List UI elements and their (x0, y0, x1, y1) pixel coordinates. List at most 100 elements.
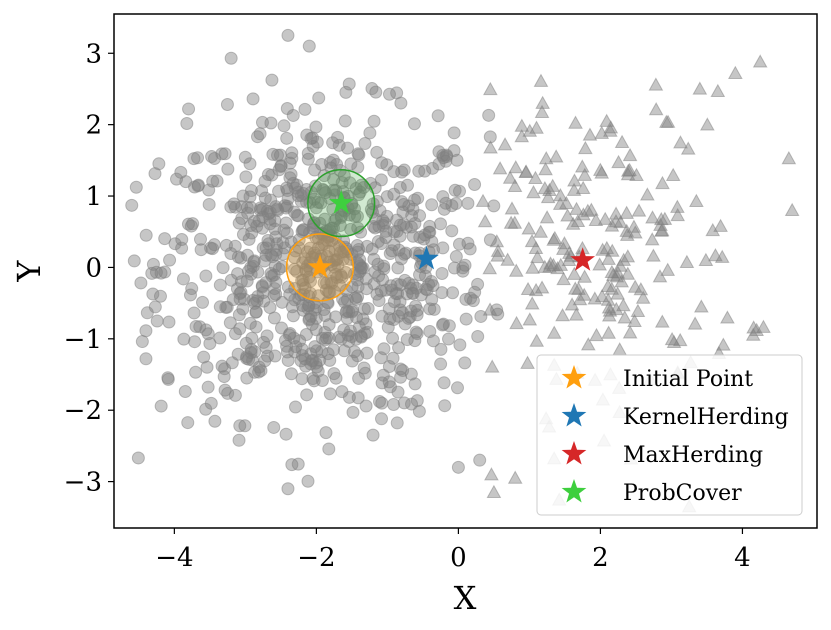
data-point (199, 323, 213, 337)
data-point (208, 152, 222, 166)
data-point (393, 218, 407, 232)
data-point (408, 377, 422, 391)
y-tick-label: −1 (64, 325, 102, 355)
data-point (622, 147, 638, 162)
data-point (296, 277, 310, 291)
data-point (350, 209, 364, 223)
data-point (233, 322, 247, 336)
data-point (140, 306, 154, 320)
data-point (201, 380, 215, 394)
data-point (784, 202, 800, 217)
data-point (473, 453, 487, 467)
data-point (437, 202, 451, 216)
data-point (279, 427, 293, 441)
data-point (437, 376, 451, 390)
data-point (616, 252, 632, 266)
data-point (529, 333, 545, 347)
legend-probcover-label: ProbCover (623, 481, 742, 506)
data-point (252, 360, 266, 374)
data-point (301, 474, 315, 488)
data-point (447, 126, 461, 140)
x-tick-label: −2 (297, 543, 335, 573)
data-point (622, 325, 638, 339)
data-point (215, 147, 229, 161)
data-point (175, 232, 189, 246)
data-point (521, 221, 537, 235)
data-point (409, 325, 423, 339)
data-point (129, 180, 143, 194)
legend-kernelherding-label: KernelHerding (623, 405, 789, 430)
data-point (442, 332, 456, 346)
data-point (278, 199, 292, 213)
data-point (543, 256, 558, 270)
data-point (352, 243, 366, 257)
data-point (363, 126, 377, 140)
data-point (435, 267, 449, 281)
data-point (358, 366, 372, 380)
kernelherding-star-marker (414, 245, 439, 270)
data-point (152, 157, 166, 171)
data-point (630, 303, 646, 317)
data-point (435, 286, 449, 300)
data-point (745, 327, 761, 341)
x-tick-label: −4 (155, 543, 193, 573)
data-point (298, 102, 312, 116)
data-point (575, 180, 591, 194)
data-point (287, 205, 301, 219)
data-point (257, 254, 271, 268)
data-point (565, 216, 581, 230)
data-point (300, 388, 314, 402)
data-point (458, 356, 472, 370)
data-point (404, 220, 418, 234)
data-point (339, 85, 353, 99)
data-point (262, 237, 276, 251)
data-point (645, 210, 660, 224)
data-point (567, 173, 582, 187)
data-point (520, 355, 535, 369)
data-point (395, 165, 409, 179)
data-point (199, 402, 213, 416)
data-point (449, 250, 463, 264)
legend-maxherding-star-icon (561, 441, 587, 465)
data-point (177, 332, 191, 346)
data-point (231, 267, 245, 281)
data-point (594, 165, 610, 179)
data-point (341, 141, 355, 155)
data-point (273, 148, 287, 162)
data-point (344, 157, 358, 171)
data-point (489, 234, 505, 248)
data-point (319, 426, 333, 440)
data-point (425, 198, 439, 212)
data-point (545, 178, 561, 192)
data-point (185, 282, 199, 296)
data-point (436, 317, 450, 331)
data-point (749, 322, 764, 336)
data-point (283, 171, 297, 185)
data-point (438, 399, 452, 413)
data-point (352, 148, 366, 162)
axis-ticks: −4 −2 0 2 4 −3 −2 −1 0 1 2 3 (64, 39, 751, 573)
data-point (240, 274, 254, 288)
data-point (400, 178, 414, 192)
data-point (241, 206, 255, 220)
data-point (146, 257, 160, 271)
data-point (713, 218, 728, 232)
data-point (386, 331, 400, 345)
data-point (746, 320, 761, 334)
data-point (546, 232, 562, 246)
data-point (665, 167, 681, 181)
data-point (529, 120, 544, 134)
data-point (555, 308, 570, 322)
data-point (483, 140, 498, 154)
data-point (468, 178, 482, 192)
data-point (487, 199, 501, 213)
data-point (390, 416, 404, 430)
data-point (267, 420, 281, 434)
data-point (228, 327, 242, 341)
data-point (139, 324, 153, 338)
y-axis-label: Y (10, 260, 48, 283)
data-point (236, 189, 250, 203)
data-point (567, 281, 583, 295)
data-point (400, 333, 414, 347)
